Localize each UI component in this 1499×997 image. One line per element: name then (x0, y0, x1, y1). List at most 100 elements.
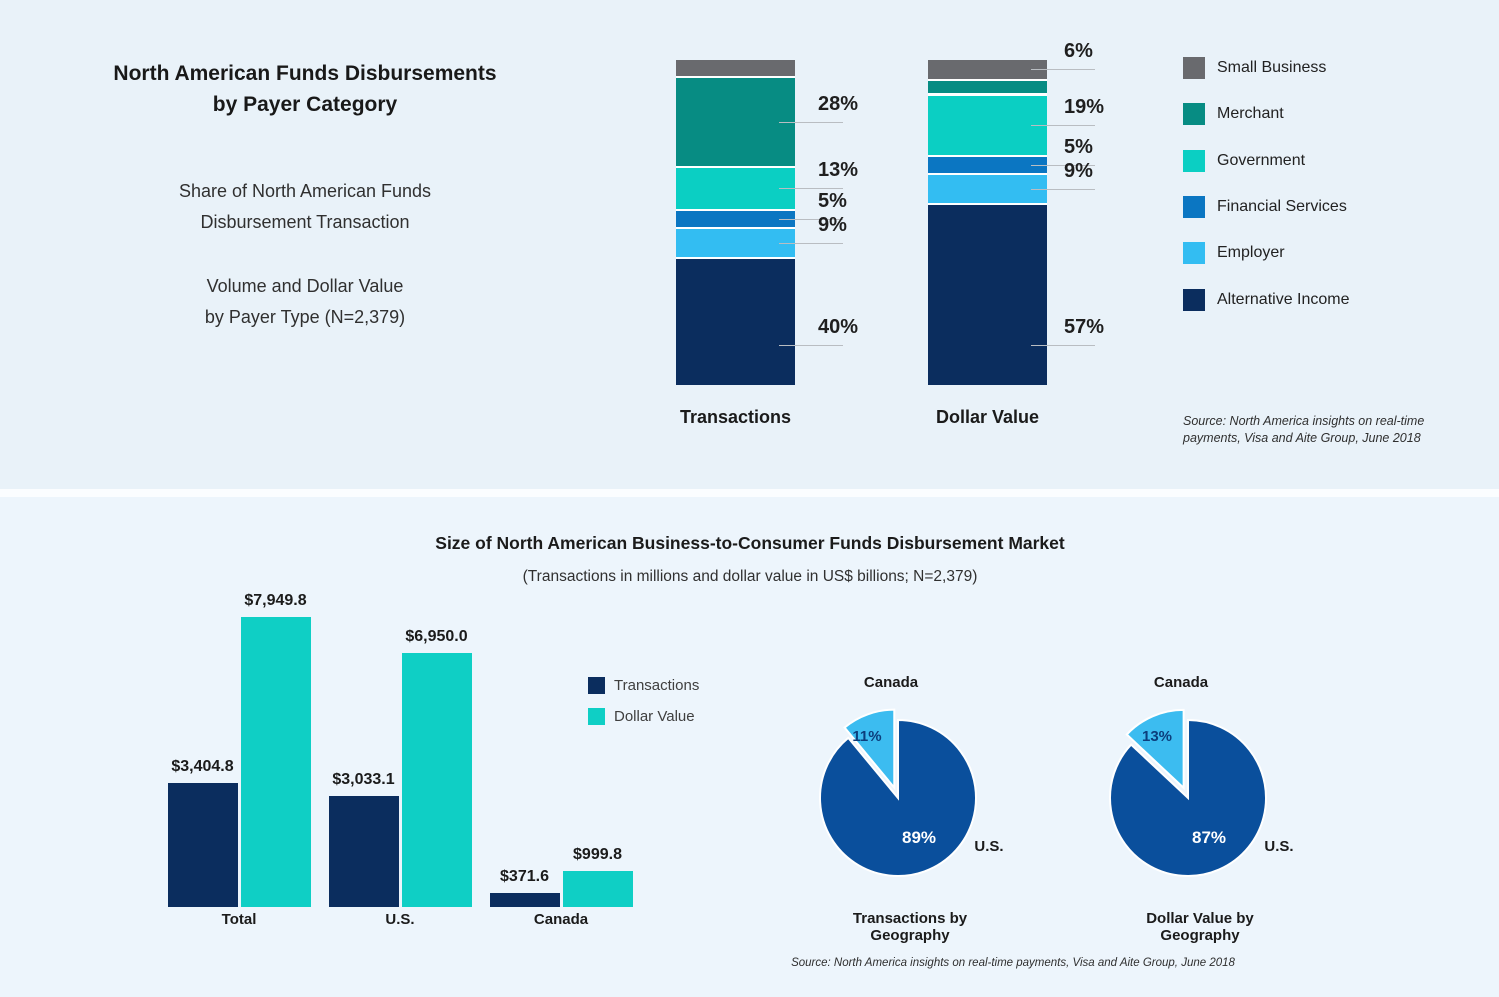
leader-line (779, 121, 843, 123)
legend-label: Government (1217, 151, 1306, 169)
legend-item-merchant: Merchant (1183, 103, 1483, 126)
stack-segment-employer (928, 175, 1047, 204)
leader-line (779, 242, 843, 244)
bar-transactions-u-s- (328, 796, 399, 907)
legend-label: Financial Services (1217, 197, 1347, 215)
pie-slice-canada (843, 708, 896, 791)
pie-slice-u-s- (819, 718, 977, 877)
legend-item-alternative-income: Alternative Income (1183, 288, 1483, 311)
stack-segment-small-business (928, 60, 1047, 79)
category-label-canada: Canada (533, 911, 589, 928)
legend-item-government: Government (1183, 149, 1483, 172)
legend-swatch-employer (1183, 242, 1205, 265)
legend-swatch-alternative-income (1183, 288, 1205, 311)
pie-transactions-by-geography (819, 708, 977, 877)
stack-segment-government (928, 95, 1047, 156)
leader-line (1031, 69, 1095, 71)
pie-percent-canada: 11% (852, 728, 882, 745)
leader-line (1031, 165, 1095, 167)
legend-swatch-financial-services (1183, 195, 1205, 218)
pie-label-us: U.S. (974, 838, 1004, 855)
bottom-subtitle: (Transactions in millions and dollar val… (522, 568, 978, 585)
percent-label: 57% (1064, 316, 1105, 338)
legend-label: Small Business (1217, 59, 1327, 76)
pie-slice-u-s- (1109, 718, 1267, 877)
stack-segment-alternative-income (928, 205, 1047, 385)
stack-segment-merchant (676, 77, 795, 166)
legend-item-small-business: Small Business (1183, 57, 1483, 79)
transactions-geography-pie-box: Canada 11% 89% U.S. Transactions by Geograph… (788, 674, 1024, 944)
legend-label: Alternative Income (1217, 290, 1350, 308)
pie-label-us: U.S. (1264, 838, 1294, 855)
pie-slice-canada (1125, 708, 1185, 791)
legend-item-transactions: Transactions (588, 677, 768, 694)
legend-swatch-government (1183, 149, 1205, 172)
percent-label: 5% (818, 189, 847, 212)
bottom-title: Size of North American Business-to-Consu… (435, 533, 1065, 553)
percent-label: 5% (1064, 136, 1093, 159)
top-source: Source: North America insights on real-t… (1183, 414, 1425, 445)
stack-segment-small-business (676, 60, 795, 76)
bar-value-label: $6,950.0 (405, 628, 468, 646)
pie-caption: Transactions by Geography (852, 910, 968, 944)
pie-dollar-value-by-geography (1109, 708, 1267, 877)
legend-swatch-transactions (588, 677, 605, 694)
legend-item-financial-services: Financial Services (1183, 195, 1483, 218)
legend-label: Employer (1217, 244, 1285, 262)
pie-percent-us: 87% (1191, 828, 1227, 847)
bar-transactions-canada (489, 893, 560, 907)
pie-caption: Dollar Value by Geography (1146, 910, 1254, 944)
pie-percent-us: 89% (901, 828, 937, 847)
leader-line (779, 218, 843, 220)
stack-segment-financial-services (676, 210, 795, 227)
legend-item-dollar-value: Dollar Value (588, 707, 768, 725)
percent-label: 9% (1064, 160, 1093, 183)
bar-axis-label-dollar-value: Dollar Value (935, 407, 1040, 427)
legend-item-employer: Employer (1183, 242, 1483, 265)
legend-label: Merchant (1217, 105, 1284, 123)
percent-label: 13% (818, 159, 859, 182)
section-divider (0, 489, 1499, 497)
bar-value-label: $7,949.8 (244, 592, 307, 609)
category-label-u-s-: U.S. (385, 911, 415, 928)
leader-line (1031, 345, 1095, 346)
legend-swatch-small-business (1183, 57, 1205, 79)
bar-value-label: $371.6 (500, 868, 549, 886)
leader-line (779, 345, 843, 346)
percent-label: 6% (1064, 40, 1093, 63)
category-label-total: Total (221, 911, 257, 928)
bar-transactions-total (167, 782, 238, 907)
legend-label: Transactions (614, 677, 700, 694)
pie-label-canada: Canada (1153, 674, 1209, 691)
stack-segment-employer (676, 228, 795, 257)
percent-label: 40% (818, 316, 859, 338)
bar-axis-label-transactions: Transactions (679, 407, 792, 427)
percent-label: 28% (818, 92, 859, 115)
stack-segment-government (676, 167, 795, 209)
leader-line (779, 188, 843, 190)
stack-segment-merchant (928, 80, 1047, 94)
bottom-source: Source: North America insights on real-t… (791, 957, 1235, 969)
leader-line (1031, 189, 1095, 191)
top-title: North American Funds Disbursements by Pa… (113, 62, 497, 116)
legend-swatch-dollar-value (588, 707, 605, 725)
stack-segment-financial-services (928, 157, 1047, 174)
dollar-value-geography-pie-box: Canada 13% 87% U.S. Dollar Value by Geograph… (1078, 674, 1314, 944)
top-subtitle-volume: Volume and Dollar Value by Payer Type (N… (204, 276, 406, 327)
percent-label: 19% (1064, 96, 1105, 119)
pie-label-canada: Canada (863, 674, 919, 691)
legend-swatch-merchant (1183, 103, 1205, 126)
pie-percent-canada: 13% (1141, 728, 1173, 745)
bar-value-label: $3,033.1 (332, 771, 395, 789)
top-subtitle-share: Share of North American Funds Disburseme… (178, 181, 432, 232)
bar-dollar-value-canada (562, 870, 633, 907)
percent-label: 9% (818, 213, 847, 236)
bar-value-label: $999.8 (573, 845, 622, 863)
bar-dollar-value-total (240, 617, 311, 907)
bar-dollar-value-u-s- (401, 653, 472, 907)
stack-segment-alternative-income (676, 259, 795, 385)
bar-value-label: $3,404.8 (171, 757, 234, 775)
leader-line (1031, 125, 1095, 127)
legend-label: Dollar Value (614, 707, 695, 725)
